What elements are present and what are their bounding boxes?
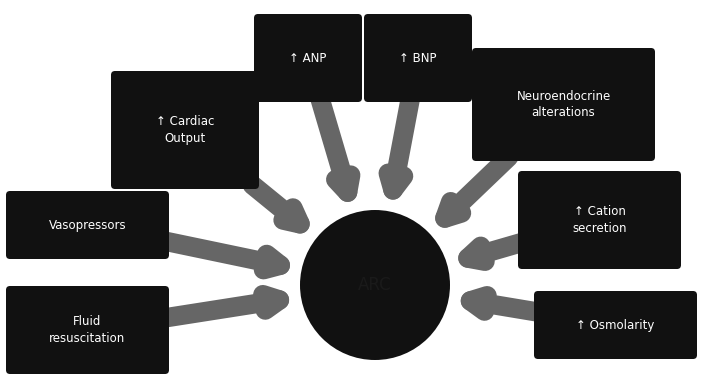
Text: ↑ Cation
secretion: ↑ Cation secretion	[572, 205, 627, 235]
FancyBboxPatch shape	[364, 14, 472, 102]
FancyBboxPatch shape	[6, 286, 169, 374]
Text: ↑ Cardiac
Output: ↑ Cardiac Output	[156, 115, 214, 145]
Text: Neuroendocrine
alterations: Neuroendocrine alterations	[516, 89, 610, 120]
Circle shape	[300, 210, 450, 360]
FancyBboxPatch shape	[472, 48, 655, 161]
FancyBboxPatch shape	[518, 171, 681, 269]
Text: Fluid
resuscitation: Fluid resuscitation	[50, 315, 125, 345]
Text: ↑ BNP: ↑ BNP	[399, 52, 437, 65]
FancyBboxPatch shape	[534, 291, 697, 359]
FancyBboxPatch shape	[111, 71, 259, 189]
Text: ↑ Osmolarity: ↑ Osmolarity	[576, 319, 654, 332]
FancyBboxPatch shape	[6, 191, 169, 259]
FancyBboxPatch shape	[254, 14, 362, 102]
Text: ARC: ARC	[358, 276, 392, 294]
Text: ↑ ANP: ↑ ANP	[289, 52, 327, 65]
Text: Vasopressors: Vasopressors	[49, 219, 126, 231]
